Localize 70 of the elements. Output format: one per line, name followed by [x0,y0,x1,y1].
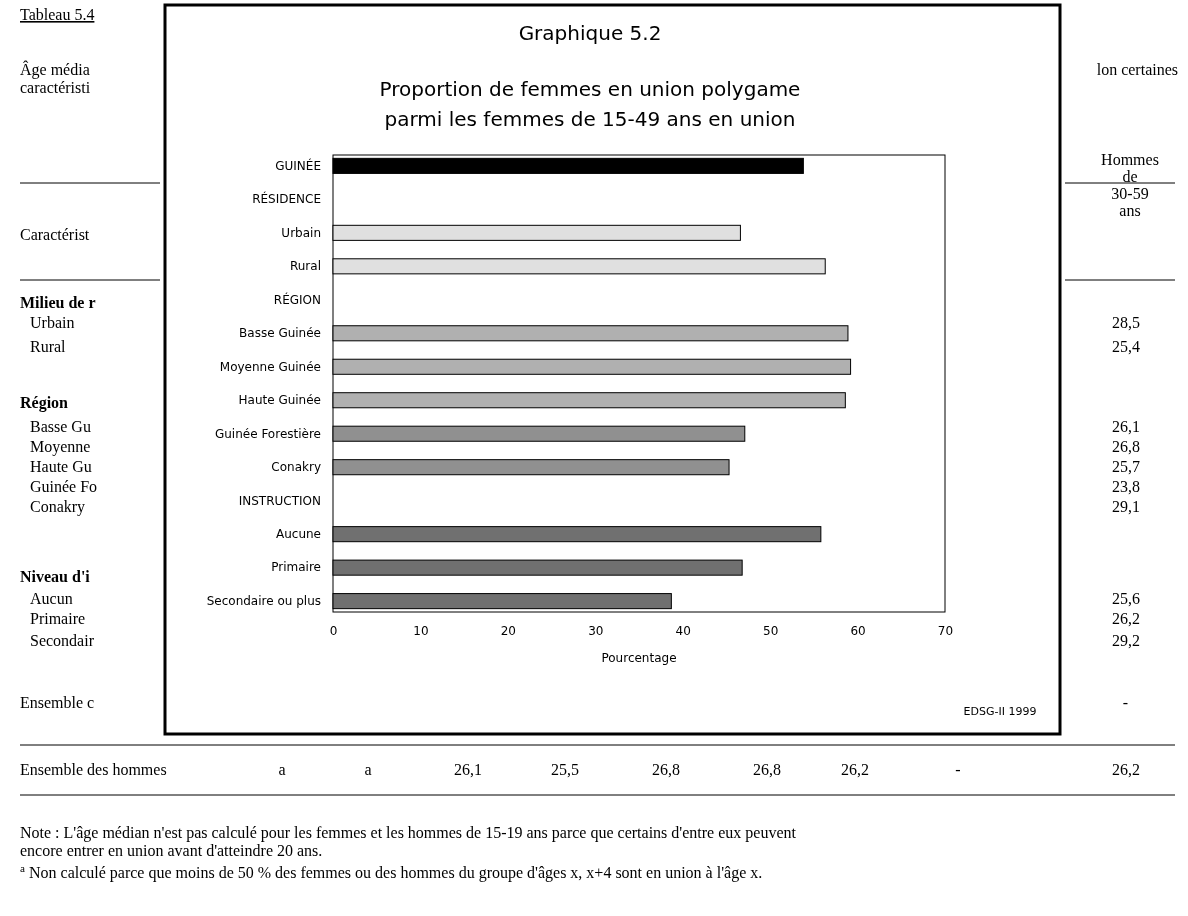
text: - [955,761,961,778]
text: 25,7 [1112,458,1140,475]
text: Guinée Fo [30,478,98,495]
y-tick-label: Basse Guinée [239,326,321,341]
text: Moyenne [30,438,91,456]
x-tick-label: 40 [675,623,691,638]
text: 29,2 [1112,632,1140,649]
y-tick-label: Rural [289,259,321,274]
y-tick-label: RÉSIDENCE [252,191,321,207]
text: lon certaines [1096,61,1178,78]
text: Hommes de 30-59 ans [1101,151,1159,219]
text: - [1122,694,1128,711]
x-tick-label: 50 [763,623,779,638]
text: a [364,761,372,778]
text: 26,1 [1112,418,1140,435]
x-tick-label: 70 [937,623,954,638]
text: Âge média [20,60,90,79]
chart-subtitle: Proportion de femmes en union polygame parmi les femmes de 15-49 ans en union [379,77,801,131]
y-tick-label: Aucune [275,527,321,541]
y-tick-label: Primaire [271,560,321,575]
text: 26,2 [1112,761,1140,778]
text: 25,5 [551,761,579,778]
text: Caractérist [20,226,90,243]
text: Conakry [30,498,86,516]
y-tick-label: INSTRUCTION [238,493,321,508]
text: 25,4 [1112,338,1140,355]
text: Basse Gu [30,418,91,435]
text: Rural [30,338,67,355]
x-tick-label: 0 [329,623,338,638]
text: Milieu de r [20,294,96,311]
chart-title: Graphique 5.2 [518,21,662,45]
y-tick-label: GUINÉE [275,157,321,173]
text: Secondair [30,632,95,649]
text: Note : L'âge médian n'est pas calculé pour les femmes et les hommes de 15-19 ans parce que certains d'entre eux peuvent [20,824,797,842]
text: Ensemble des hommes [20,761,167,778]
text: Ensemble c [20,694,95,711]
text: 26,1 [454,761,482,778]
text: Urbain [30,314,75,331]
x-tick-label: 60 [850,623,866,638]
text: Haute Gu [30,458,92,475]
x-tick-label: 10 [413,623,429,638]
text: 26,2 [1112,610,1140,627]
x-tick-label: 20 [500,623,516,638]
text: 28,5 [1112,314,1140,331]
text: Région [20,394,69,412]
y-tick-label: Moyenne Guinée [219,359,321,374]
text: 23,8 [1112,478,1140,495]
y-tick-label: Secondaire ou plus [206,593,321,608]
text: 26,2 [841,761,869,778]
y-tick-label: Guinée Forestière [214,426,321,441]
x-axis-title: Pourcentage [601,651,677,665]
y-tick-label: Urbain [281,225,321,240]
text: 25,6 [1112,590,1140,607]
text: caractéristi [20,79,91,96]
y-tick-label: Haute Guinée [238,393,321,408]
text: a [278,761,286,778]
text: 26,8 [652,761,680,778]
text: 26,8 [1112,438,1140,455]
text: Aucun [30,590,73,607]
y-tick-label: Conakry [271,460,321,475]
text: Tableau 5.4 [20,6,95,23]
text: 26,8 [753,761,781,778]
text: Primaire [30,610,86,627]
text: encore entrer en union avant d'atteindre 20 ans. [20,842,323,859]
x-tick-label: 30 [588,623,604,638]
text: 29,1 [1112,498,1140,515]
text: Niveau d'i [20,568,91,585]
y-tick-label: RÉGION [273,291,321,307]
text: EDSG-II 1999 [963,705,1037,718]
text: $^{a}$ Non calculé parce que moins de 50 % des femmes ou des hommes du groupe d'âges x, x+4 sont en union à l'âge x. [20,862,763,882]
